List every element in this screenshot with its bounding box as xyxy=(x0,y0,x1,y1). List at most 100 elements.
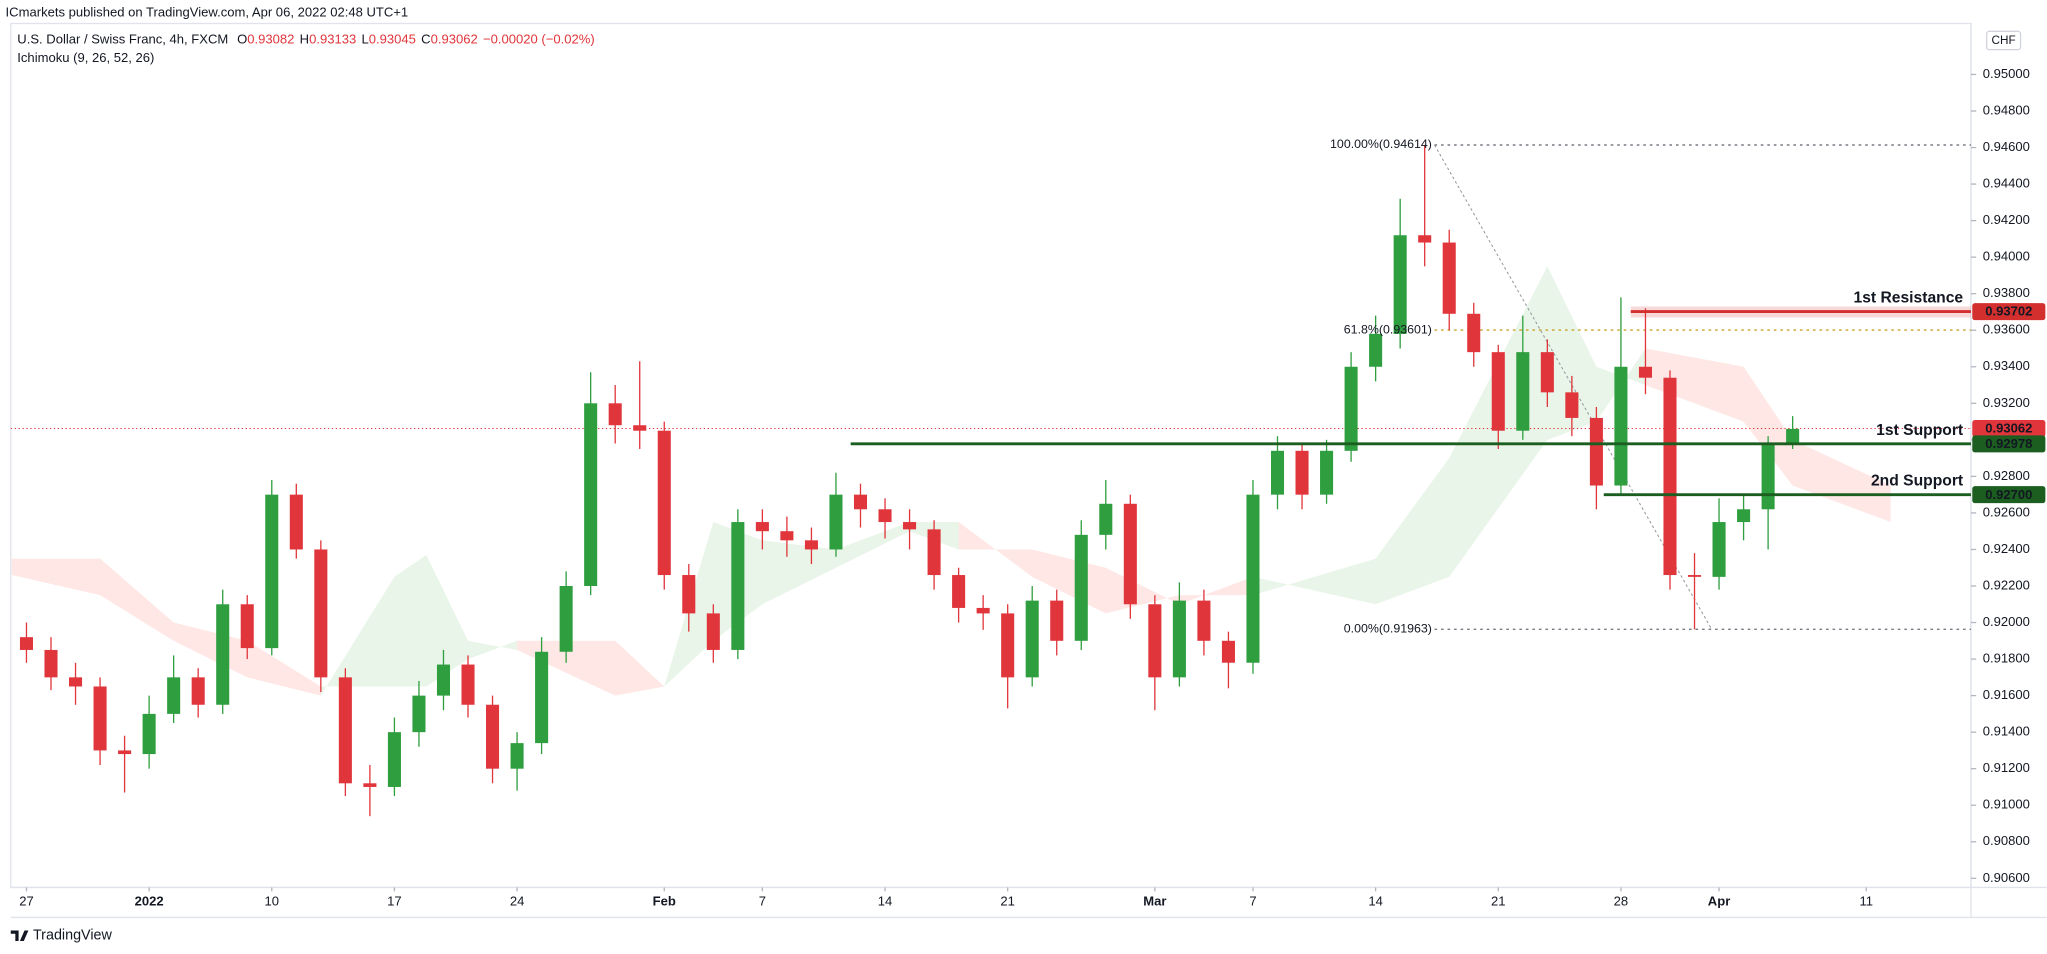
candle-body xyxy=(412,695,426,733)
x-tick-label: 21 xyxy=(1000,893,1015,908)
ohlc-value: 0.93045 xyxy=(369,32,416,47)
candle-body xyxy=(118,750,132,755)
brand: TradingView xyxy=(33,928,113,944)
x-tick-label: Mar xyxy=(1143,893,1166,908)
ichimoku-cloud xyxy=(1252,558,1376,605)
y-tick-label: 0.95000 xyxy=(1983,66,2030,81)
indicator-legend: Ichimoku (9, 26, 52, 26) xyxy=(17,50,154,65)
candle-body xyxy=(1295,450,1309,495)
y-tick-label: 0.93400 xyxy=(1983,358,2030,373)
ichimoku-cloud xyxy=(1743,366,1793,486)
ohlc-value: 0.93082 xyxy=(247,32,294,47)
ichimoku-cloud xyxy=(426,554,469,687)
candle-body xyxy=(952,575,966,608)
y-tick-label: 0.94600 xyxy=(1983,139,2030,154)
ohlc-value: 0.93062 xyxy=(431,32,478,47)
candle-body xyxy=(1246,494,1260,663)
ichimoku-cloud xyxy=(100,558,174,641)
candle-body xyxy=(1663,377,1677,576)
candle-body xyxy=(142,713,156,755)
y-tick-label: 0.92200 xyxy=(1983,577,2030,592)
x-tick-label: 10 xyxy=(265,893,280,908)
level-name: 1st Resistance xyxy=(1853,290,1963,307)
ichimoku-cloud xyxy=(615,640,665,696)
candle-body xyxy=(44,649,58,678)
candle-body xyxy=(314,549,328,678)
candle-body xyxy=(853,494,868,510)
candle-body xyxy=(387,732,401,787)
candle-body xyxy=(461,664,475,705)
candle-body xyxy=(976,607,990,614)
candle-body xyxy=(240,604,254,649)
x-tick-label: 14 xyxy=(878,893,893,908)
x-tick-label: Feb xyxy=(653,893,676,908)
candle-body xyxy=(657,430,671,576)
candle-body xyxy=(1025,600,1039,678)
candle-body xyxy=(1074,534,1088,641)
candle-body xyxy=(1540,352,1554,393)
candle-body xyxy=(1099,503,1113,535)
y-tick-label: 0.93800 xyxy=(1983,285,2030,300)
ichimoku-cloud xyxy=(958,522,1033,577)
y-tick-label: 0.91800 xyxy=(1983,651,2030,666)
y-tick-label: 0.94800 xyxy=(1983,102,2030,117)
candle-body xyxy=(1221,640,1235,663)
candle-body xyxy=(338,677,352,784)
x-tick-label: 17 xyxy=(387,893,402,908)
candle-body xyxy=(878,509,892,523)
x-tick-label: 11 xyxy=(1859,893,1873,908)
ichimoku-cloud xyxy=(247,640,321,696)
x-tick-label: 27 xyxy=(19,893,34,908)
candle-body xyxy=(1467,313,1481,353)
ichimoku-cloud xyxy=(11,558,101,596)
candle-body xyxy=(69,677,83,687)
candle-body xyxy=(682,575,696,614)
candle-body xyxy=(1393,235,1407,334)
ichimoku-cloud xyxy=(320,576,395,696)
ichimoku-cloud xyxy=(1645,348,1744,422)
candle-body xyxy=(1565,392,1579,418)
candle-body xyxy=(1614,366,1628,486)
candle-body xyxy=(1418,235,1432,243)
ichimoku-cloud xyxy=(762,540,836,605)
price-badge-label: 0.93702 xyxy=(1985,304,2032,319)
candle-body xyxy=(584,403,598,586)
candle-body xyxy=(289,494,303,550)
ichimoku-cloud xyxy=(394,554,427,687)
fib-label: 100.00%(0.94614) xyxy=(1330,137,1432,151)
candle-body xyxy=(1737,509,1751,523)
candle-body xyxy=(633,425,647,431)
candle-body xyxy=(731,522,745,650)
candle-body xyxy=(608,403,622,426)
ichimoku-cloud xyxy=(1547,266,1597,440)
candle-body xyxy=(829,494,843,550)
x-tick-label: Apr xyxy=(1708,893,1730,908)
ohlc-label: O xyxy=(237,32,247,47)
candle-body xyxy=(363,783,377,787)
candle-body xyxy=(1320,450,1334,495)
fib-label: 61.8%(0.93601) xyxy=(1344,322,1432,336)
currency-box xyxy=(1985,30,2022,51)
candle-body xyxy=(1491,352,1505,431)
price-badge xyxy=(1972,486,2046,504)
ichimoku-cloud xyxy=(1375,458,1450,605)
candle-body xyxy=(1050,600,1064,641)
candle-body xyxy=(1638,366,1652,378)
y-tick-label: 0.90600 xyxy=(1983,870,2030,885)
candle-body xyxy=(1369,333,1383,367)
y-tick-label: 0.92400 xyxy=(1983,541,2030,556)
plot-area xyxy=(10,144,1971,817)
candle-body xyxy=(804,540,818,550)
candle-body xyxy=(265,494,279,649)
y-tick-label: 0.91200 xyxy=(1983,760,2030,775)
candle-body xyxy=(1687,575,1702,577)
ohlc-label: H xyxy=(300,32,309,47)
candle-body xyxy=(903,522,917,530)
ichimoku-cloud xyxy=(835,522,910,568)
candle-body xyxy=(510,743,524,769)
y-tick-label: 0.91600 xyxy=(1983,687,2030,702)
candle-body xyxy=(167,677,181,714)
